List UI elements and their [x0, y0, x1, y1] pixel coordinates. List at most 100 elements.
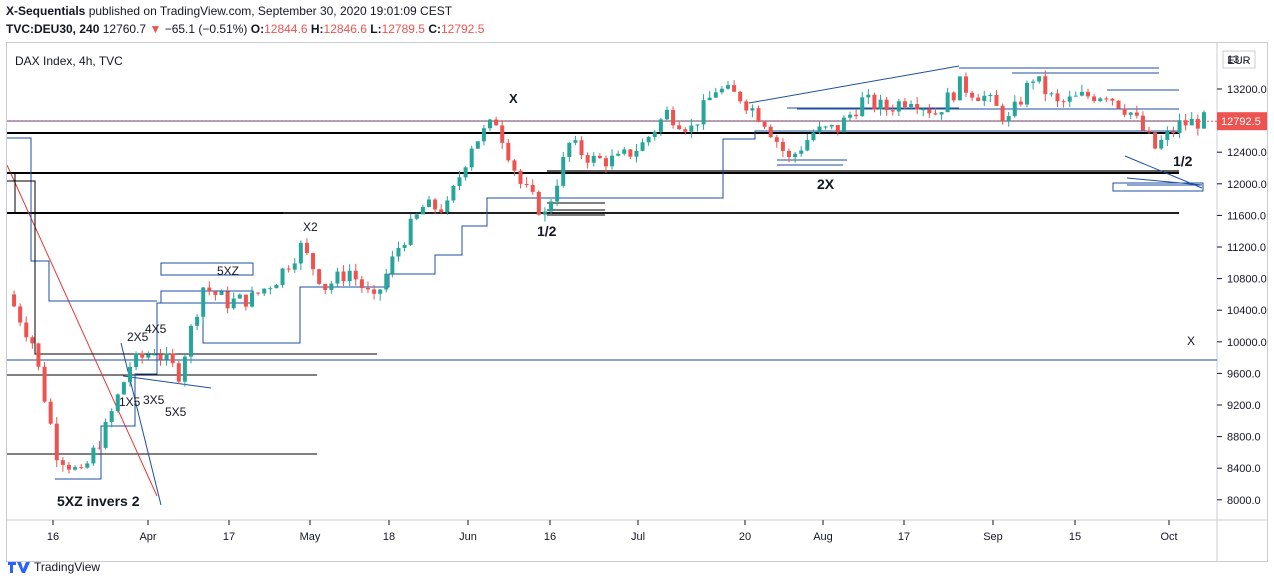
y-axis[interactable]: 13200.012800.012400.012000.011600.011200… [1217, 54, 1267, 507]
x-tick-label: 17 [223, 531, 235, 543]
candle-body [1104, 98, 1109, 100]
candle-body [1037, 76, 1042, 82]
currency-label: EUR [1227, 55, 1250, 67]
candle-body [85, 463, 90, 468]
candle-body [799, 150, 804, 154]
currency-badge[interactable]: EUR [1222, 50, 1256, 69]
candle-body [311, 253, 316, 270]
candle-body [1153, 132, 1158, 149]
candle-body [762, 121, 767, 127]
candle-body [1201, 112, 1206, 129]
candle-body [921, 109, 926, 111]
chart-annotation: 5X5 [165, 405, 187, 419]
x-tick-label: 18 [383, 531, 395, 543]
candle-body [1183, 120, 1188, 126]
candle-body [500, 125, 505, 143]
x-axis[interactable]: 16 Apr 17 May 18 Jun 16 Jul 20 Aug 17 Sep 15 Oct [47, 520, 1178, 543]
candle-body [280, 268, 285, 285]
candle-body [365, 287, 370, 290]
candle-body [768, 126, 773, 138]
x-tick-label: 17 [898, 531, 910, 543]
candle-body [182, 356, 187, 382]
published-text: published on TradingView.com, September … [88, 4, 453, 18]
candle-body [646, 137, 651, 143]
candle-body [195, 316, 200, 326]
candle-body [530, 184, 535, 192]
candle-body [243, 294, 248, 307]
tradingview-logo-icon [8, 562, 30, 573]
tradingview-footer[interactable]: TradingView [8, 560, 100, 574]
candle-body [1049, 93, 1054, 95]
candle-body [793, 153, 798, 158]
candle-body [372, 289, 377, 294]
candle-body [1073, 95, 1078, 97]
y-tick-label: 8800.0 [1227, 432, 1261, 444]
candle-body [1098, 98, 1103, 102]
candle-body [97, 447, 102, 449]
price-chart[interactable]: DAX Index, 4h, TVC EUR 13200.012800.0124… [6, 43, 1267, 561]
candle-body [1000, 105, 1005, 122]
candle-body [506, 142, 511, 161]
candle-body [835, 125, 840, 133]
candle-body [976, 97, 981, 102]
candle-body [201, 287, 206, 317]
x-tick-label: Jul [631, 531, 645, 543]
candle-body [1134, 112, 1139, 116]
candle-body [603, 158, 608, 167]
candle-body [488, 119, 493, 129]
candle-body [445, 200, 450, 213]
candle-body [79, 467, 84, 469]
candle-body [256, 292, 261, 294]
candle-body [1043, 76, 1048, 95]
chart-panel[interactable]: DAX Index, 4h, TVC EUR 13200.012800.0124… [6, 42, 1268, 562]
candle-body [414, 214, 419, 219]
candle-body [701, 100, 706, 125]
y-tick-label: 9200.0 [1227, 400, 1261, 412]
candle-body [91, 447, 96, 464]
last-price: 12760.7 [102, 22, 147, 36]
candle-body [12, 294, 17, 307]
last-price-label: 12792.5 [1221, 116, 1261, 128]
trend-line [120, 342, 162, 506]
candle-body [982, 95, 987, 102]
candle-body [262, 288, 267, 294]
candle-body [1177, 120, 1182, 133]
candle-body [664, 109, 669, 120]
x-tick-label: May [300, 531, 321, 543]
candle-body [823, 126, 828, 128]
candle-body [353, 270, 358, 280]
candle-body [426, 199, 431, 208]
candle-body [140, 353, 145, 358]
candle-body [585, 155, 590, 163]
candle-body [963, 76, 968, 93]
candle-body [524, 183, 529, 185]
candle-body [359, 279, 364, 288]
candle-body [1079, 91, 1084, 96]
chart-annotation: 5XZ [217, 264, 239, 278]
publisher-name[interactable]: X-Sequentials [6, 4, 86, 18]
candle-body [567, 142, 572, 158]
x-tick-label: 15 [1069, 531, 1081, 543]
candle-body [134, 353, 139, 368]
candle-body [189, 325, 194, 357]
candle-body [750, 108, 755, 111]
staircase-line [7, 180, 157, 355]
candle-body [732, 85, 737, 92]
candle-body [860, 97, 865, 117]
candle-body [60, 460, 65, 465]
staircase-line [7, 172, 16, 213]
candle-body [1012, 101, 1017, 117]
drawings-layer [6, 65, 1217, 506]
candle-body [787, 150, 792, 158]
chart-annotation: 4X5 [145, 322, 167, 336]
candle-body [988, 95, 993, 97]
close-value: 12792.5 [440, 22, 485, 36]
candle-body [591, 155, 596, 163]
open-label: O: [250, 22, 265, 36]
candle-body [829, 125, 834, 127]
y-tick-label: 10000.0 [1227, 337, 1267, 349]
candle-body [518, 170, 523, 184]
candle-body [909, 104, 914, 107]
candle-body [66, 464, 71, 470]
chart-title: DAX Index, 4h, TVC [15, 54, 123, 68]
